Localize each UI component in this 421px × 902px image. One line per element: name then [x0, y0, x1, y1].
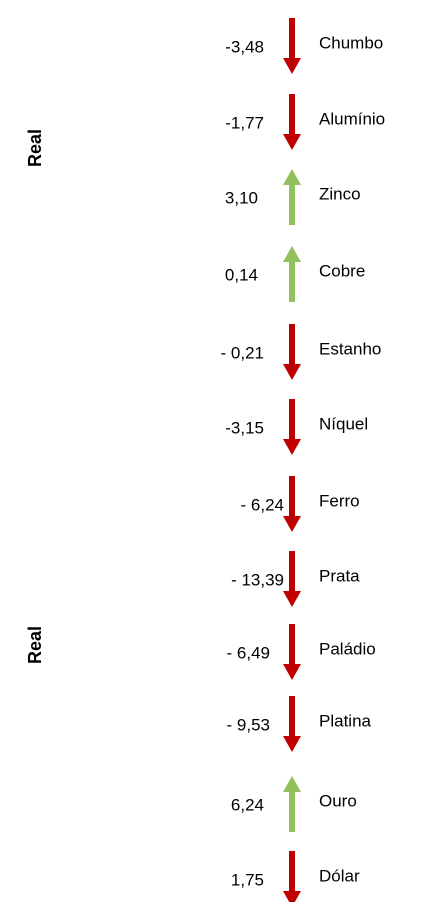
change-value: - 6,49	[227, 643, 270, 662]
change-value: - 13,39	[231, 570, 284, 589]
arrow-down	[283, 851, 301, 902]
commodity-name: Estanho	[319, 339, 381, 358]
change-value: -3,15	[225, 418, 264, 437]
commodity-name: Paládio	[319, 639, 376, 658]
commodity-name: Ferro	[319, 491, 360, 510]
commodity-name: Alumínio	[319, 109, 385, 128]
commodity-name: Prata	[319, 566, 360, 585]
commodity-name: Chumbo	[319, 33, 383, 52]
change-value: - 0,21	[221, 343, 264, 362]
arrow-down	[283, 624, 301, 680]
change-value: - 9,53	[227, 715, 270, 734]
change-value: -3,48	[225, 37, 264, 56]
arrow-down	[283, 324, 301, 380]
arrow-down	[283, 551, 301, 607]
arrow-up	[283, 776, 301, 832]
arrow-down	[283, 476, 301, 532]
commodity-name: Cobre	[319, 261, 365, 280]
change-value: -1,77	[225, 113, 264, 132]
arrow-down	[283, 399, 301, 455]
commodity-name: Níquel	[319, 414, 368, 433]
arrow-down	[283, 18, 301, 74]
change-value: 0,14	[225, 265, 258, 284]
commodity-name: Ouro	[319, 791, 357, 810]
change-value: 3,10	[225, 188, 258, 207]
change-value: - 6,24	[241, 495, 284, 514]
change-value: 1,75	[231, 870, 264, 889]
commodity-name: Dólar	[319, 866, 360, 885]
side-label: Real	[25, 129, 45, 167]
change-value: 6,24	[231, 795, 264, 814]
arrow-up	[283, 169, 301, 225]
side-label: Real	[25, 626, 45, 664]
arrow-up	[283, 246, 301, 302]
commodity-name: Zinco	[319, 184, 361, 203]
commodity-name: Platina	[319, 711, 372, 730]
arrow-down	[283, 696, 301, 752]
arrow-down	[283, 94, 301, 150]
